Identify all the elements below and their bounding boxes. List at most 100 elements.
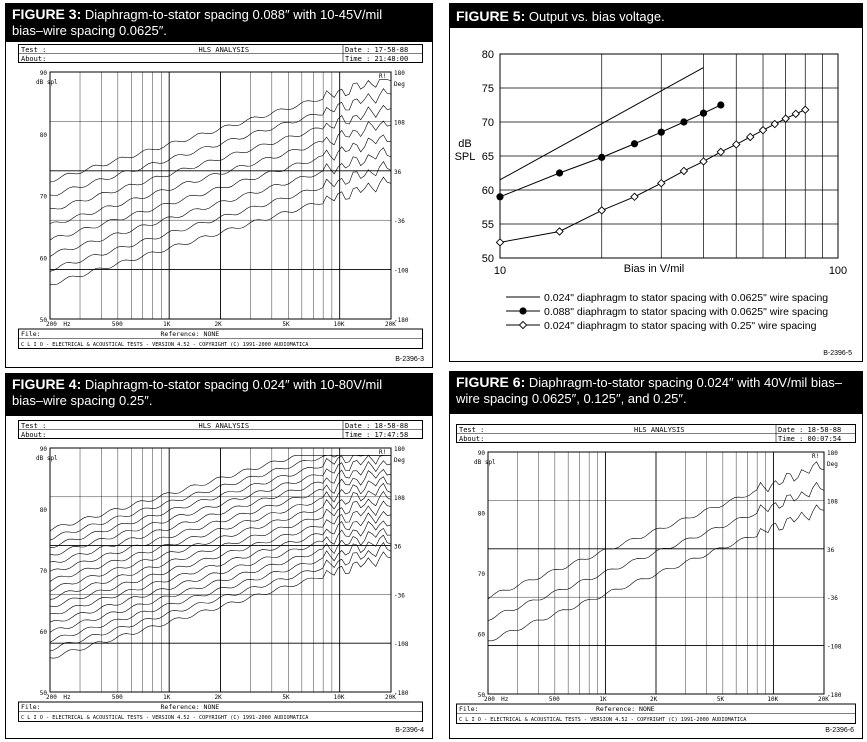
clio-y-right-tick: 180 — [827, 450, 838, 457]
clio-y-tick: 60 — [478, 632, 486, 639]
clio-time: Time : 00:07:54 — [778, 435, 841, 443]
fig5-point-series-3 — [597, 206, 606, 215]
clio-trace — [488, 504, 825, 642]
clio-trace — [49, 500, 392, 607]
clio-y-tick: 60 — [40, 255, 48, 262]
clio-test-label: Test : — [459, 426, 484, 434]
clio-footer-text: C L I O - ELECTRICAL & ACOUSTICAL TESTS … — [459, 717, 747, 723]
clio-trace — [49, 534, 392, 643]
clio-date: Date : 18-58-88 — [778, 426, 841, 434]
clio-y-tick: 90 — [40, 70, 48, 77]
fig5-point-series-3 — [746, 132, 755, 142]
fig5-y-tick: 65 — [482, 151, 494, 163]
clio-trace — [49, 469, 392, 572]
fig5-y-tick: 75 — [482, 83, 494, 95]
figure-4-clio-chart: Test :About: HLS ANALYSIS Date : 18-58-88T… — [18, 420, 423, 722]
clio-date: Date : 17-58-88 — [345, 46, 408, 54]
fig5-legend-marker-3 — [518, 320, 528, 330]
clio-x-tick: 200 — [46, 694, 57, 701]
figure-6-label: FIGURE 6: — [456, 374, 526, 390]
clio-x-tick: Hz — [63, 694, 71, 701]
clio-trace — [50, 104, 392, 210]
figure-6-caption-line1: Diaphragm-to-stator spacing 0.024″ with … — [528, 375, 843, 390]
clio-y-unit-left: dB spl — [36, 79, 58, 86]
clio-flag: R! — [379, 73, 386, 80]
fig5-point-series-3 — [679, 166, 689, 176]
clio-y-unit-left: dB spl — [36, 455, 58, 462]
figure-3-label: FIGURE 3: — [12, 6, 82, 22]
clio-y-tick: 70 — [40, 194, 48, 201]
fig5-point-series-2 — [699, 109, 708, 117]
figure-6-code: B-2396-6 — [825, 727, 854, 734]
figure-6-clio-chart: Test :About: HLS ANALYSIS Date : 18-58-88T… — [456, 424, 856, 724]
clio-y-right-tick: -180 — [394, 317, 409, 324]
clio-y-unit-right: Deg — [394, 81, 405, 88]
clio-date: Date : 18-58-88 — [345, 422, 408, 430]
figure-5-label: FIGURE 5: — [456, 8, 526, 24]
clio-y-tick: 60 — [40, 629, 48, 636]
clio-about-label: About: — [21, 431, 46, 439]
clio-x-tick: 10K — [334, 321, 345, 328]
fig5-y-tick: 60 — [482, 185, 494, 197]
clio-x-tick: 20K — [385, 321, 396, 328]
clio-trace — [49, 490, 392, 600]
clio-y-tick: 90 — [40, 446, 48, 453]
fig5-legend-label-1: 0.024" diaphragm to stator spacing with … — [544, 292, 828, 304]
clio-title: HLS ANALYSIS — [634, 426, 685, 434]
figure-3-clio-chart: Test :About: HLS ANALYSIS Date : 17-58-88T… — [18, 44, 423, 349]
clio-y-right-tick: 36 — [394, 544, 402, 551]
clio-y-tick: 70 — [478, 571, 486, 578]
clio-y-tick: 50 — [478, 692, 486, 699]
clio-flag: R! — [379, 449, 386, 456]
figure-3-caption-line1: Diaphragm-to-stator spacing 0.088″ with … — [84, 7, 383, 22]
clio-trace — [49, 454, 391, 556]
clio-footer-text: C L I O - ELECTRICAL & ACOUSTICAL TESTS … — [21, 715, 309, 721]
fig5-ylabel-line1: dB — [458, 138, 471, 150]
clio-time: Time : 21:48:00 — [345, 55, 408, 63]
clio-trace — [49, 551, 392, 659]
clio-trace — [49, 134, 391, 241]
fig5-point-series-3 — [770, 119, 780, 129]
clio-trace — [49, 455, 391, 532]
fig5-point-series-3 — [781, 114, 790, 123]
clio-y-right-tick: 108 — [394, 119, 405, 126]
figure-3-caption-line2: bias–wire spacing 0.0625″. — [12, 23, 167, 38]
clio-y-unit-right: Deg — [394, 457, 405, 464]
clio-y-right-tick: -180 — [394, 690, 409, 697]
clio-about-label: About: — [459, 435, 484, 443]
clio-y-unit-left: dB spl — [474, 459, 496, 466]
clio-reference: Reference: NONE — [161, 703, 220, 711]
clio-x-tick: 500 — [549, 696, 560, 703]
clio-trace — [49, 455, 391, 541]
clio-y-right-tick: 36 — [827, 547, 835, 554]
fig5-point-series-2 — [657, 128, 665, 136]
fig5-point-series-3 — [657, 178, 666, 188]
fig5-point-series-2 — [496, 193, 504, 201]
clio-test-label: Test : — [21, 46, 46, 54]
clio-y-right-tick: -36 — [394, 218, 405, 225]
fig5-xlabel: Bias in V/mil — [624, 263, 685, 275]
clio-y-tick: 80 — [40, 132, 48, 139]
clio-x-tick: 5K — [717, 696, 725, 703]
clio-x-tick: 2K — [215, 694, 223, 701]
figure-5-header: FIGURE 5: Output vs. bias voltage. — [450, 4, 862, 28]
figure-3-header: FIGURE 3: Diaphragm-to-stator spacing 0.… — [6, 4, 432, 42]
clio-y-right-tick: 108 — [827, 498, 838, 505]
figure-4-caption-line2: bias–wire spacing 0.25″. — [12, 393, 153, 408]
clio-x-tick: 1K — [163, 694, 171, 701]
clio-y-right-tick: -108 — [394, 641, 409, 648]
fig5-y-tick: 80 — [482, 49, 494, 61]
clio-y-tick: 50 — [40, 690, 48, 697]
fig5-point-series-3 — [495, 238, 505, 247]
fig5-point-series-2 — [555, 169, 564, 177]
clio-reference: Reference: NONE — [161, 330, 220, 338]
clio-y-tick: 70 — [40, 568, 48, 575]
clio-trace — [50, 511, 392, 615]
clio-x-tick: 1K — [163, 321, 171, 328]
clio-y-tick: 80 — [40, 507, 48, 514]
clio-y-right-tick: 36 — [394, 169, 402, 176]
clio-x-tick: 1K — [599, 696, 607, 703]
clio-y-tick: 50 — [40, 317, 48, 324]
clio-y-right-tick: -180 — [827, 692, 842, 699]
